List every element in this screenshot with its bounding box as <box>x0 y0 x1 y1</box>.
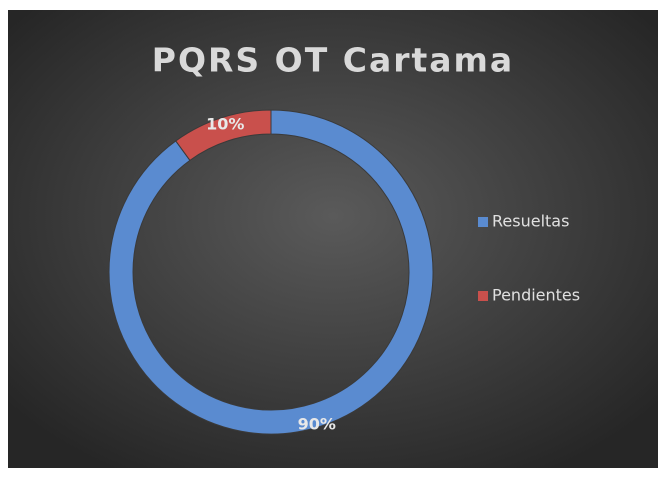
doughnut-segment <box>175 109 272 162</box>
doughnut-segment <box>108 109 434 435</box>
data-label: 10% <box>206 115 244 134</box>
chart-title: PQRS OT Cartama <box>152 41 514 80</box>
legend-marker <box>478 291 488 301</box>
legend-label: Pendientes <box>492 286 580 305</box>
data-label: 90% <box>298 414 336 433</box>
legend-label: Resueltas <box>492 212 569 231</box>
legend-marker <box>478 217 488 227</box>
